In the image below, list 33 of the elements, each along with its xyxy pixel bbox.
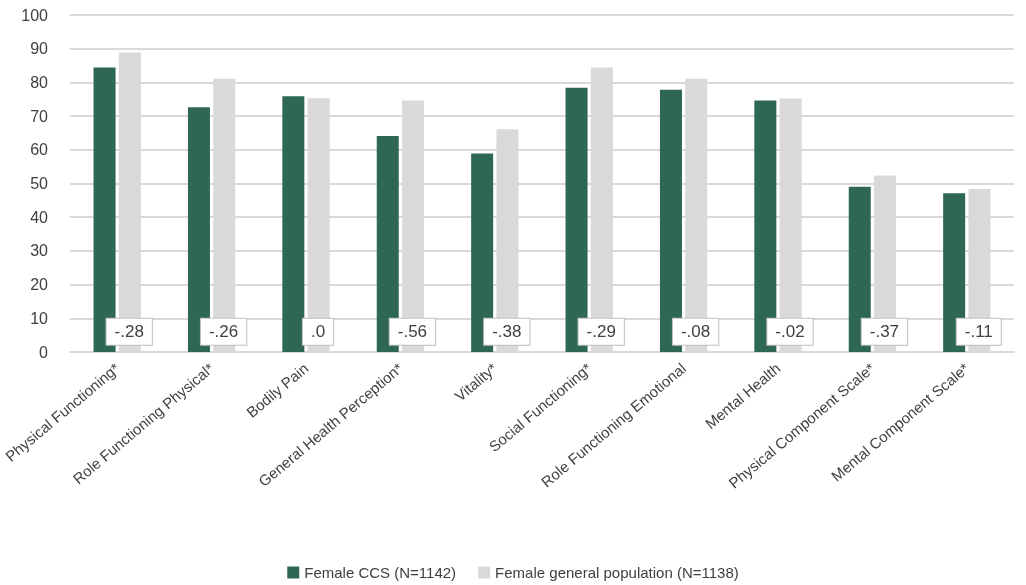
bar — [565, 87, 588, 352]
annotation: -.29 — [586, 322, 616, 342]
y-tick-label: 10 — [30, 309, 49, 327]
bar — [187, 107, 210, 352]
annotation: -.02 — [775, 322, 805, 342]
legend-label: Female CCS (N=1142) — [304, 564, 457, 581]
bar — [848, 186, 871, 352]
annotation: .0 — [310, 322, 326, 342]
y-tick-label: 40 — [30, 208, 49, 226]
bar — [471, 153, 494, 352]
annotation: -.38 — [492, 322, 522, 342]
annotation: -.11 — [964, 322, 993, 342]
bar — [943, 193, 966, 352]
y-tick-label: 100 — [21, 6, 49, 24]
annotation: -.08 — [680, 322, 711, 342]
bar — [659, 89, 682, 352]
y-tick-label: 50 — [30, 175, 49, 192]
annotation: -.26 — [208, 322, 239, 342]
y-tick-label: 90 — [30, 40, 49, 58]
bar — [376, 135, 399, 352]
y-tick-label: 20 — [30, 276, 49, 294]
bar — [282, 96, 305, 352]
y-tick-label: 80 — [30, 73, 49, 91]
y-tick-label: 30 — [30, 242, 49, 260]
legend-label: Female general population (N=1138) — [495, 564, 739, 581]
annotation: -.56 — [397, 322, 428, 342]
annotation: -.28 — [114, 322, 144, 342]
bar — [93, 67, 116, 352]
bar — [754, 100, 777, 352]
y-tick-label: 0 — [39, 343, 49, 361]
annotation: -.37 — [869, 322, 900, 342]
y-tick-label: 60 — [30, 141, 49, 159]
y-tick-label: 70 — [30, 107, 49, 125]
